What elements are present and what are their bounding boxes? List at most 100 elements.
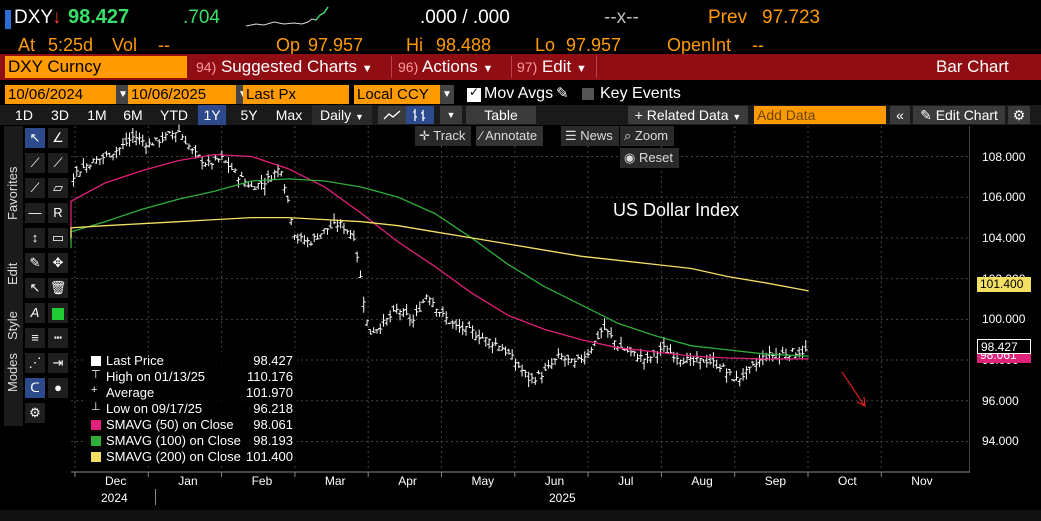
draw-line-icon[interactable]: ∠: [48, 128, 68, 148]
date-dash: -: [121, 85, 126, 102]
at-label: At: [18, 35, 36, 55]
annotate-button[interactable]: ∕ Annotate: [476, 126, 544, 146]
related-data-label: Related Data: [646, 107, 729, 123]
actions-num: 96): [398, 59, 419, 75]
edit-chart-button[interactable]: ✎ Edit Chart: [913, 106, 1005, 124]
legend-value: 98.061: [253, 417, 293, 432]
vertical-line-icon[interactable]: ↕: [25, 228, 45, 248]
legend-average: + Average 101.970: [83, 384, 293, 401]
period-tab-3d[interactable]: 3D: [51, 107, 69, 123]
sma200-line: [70, 216, 809, 292]
track-button[interactable]: ✛ Track: [415, 126, 472, 146]
horizontal-line-icon[interactable]: —: [25, 203, 45, 223]
currency-select[interactable]: Local CCY: [354, 85, 440, 104]
channel-icon[interactable]: ▱: [48, 178, 68, 198]
divider: [596, 56, 597, 78]
legend-swatch: [91, 452, 101, 462]
sma50-line: [70, 153, 809, 360]
line-style-icon[interactable]: [378, 106, 406, 124]
period-tab-6m[interactable]: 6M: [123, 107, 143, 123]
caret-down-icon: ▼: [576, 63, 587, 75]
period-tab-1d[interactable]: 1D: [15, 107, 33, 123]
year-label-2025: 2025: [549, 491, 576, 505]
key-events-checkbox[interactable]: [582, 88, 594, 100]
y-tick-label: 108.000: [982, 149, 1026, 164]
related-data-menu[interactable]: + Related Data ▼: [628, 106, 748, 124]
line-weight-icon[interactable]: ≡: [25, 328, 45, 348]
start-date-field[interactable]: 10/06/2024: [5, 85, 116, 104]
actions-menu[interactable]: 96) Actions ▼: [398, 54, 493, 80]
palette-icon[interactable]: ●: [48, 378, 68, 398]
add-data-input[interactable]: [754, 106, 886, 124]
x-tick-label: Feb: [251, 474, 273, 488]
news-button[interactable]: ☰ News: [561, 126, 619, 146]
year-label-2024: 2024: [101, 491, 128, 505]
moving-average-lines: [70, 153, 809, 360]
y-tick-label: 104.000: [982, 230, 1026, 245]
period-tab-1m[interactable]: 1M: [87, 107, 107, 123]
suggested-charts-menu[interactable]: 94) Suggested Charts ▼: [196, 54, 373, 80]
chevron-down-icon[interactable]: ▼: [440, 85, 454, 104]
end-date-field[interactable]: 10/06/2025: [128, 85, 236, 104]
rectangle-icon[interactable]: ▭: [48, 228, 68, 248]
zoom-button[interactable]: ⌕ Zoom: [620, 126, 675, 146]
bar-style-icon[interactable]: [406, 106, 434, 124]
drag-mode-icon[interactable]: ⇥: [48, 353, 68, 373]
reset-button[interactable]: ◉ Reset: [620, 148, 679, 168]
frequency-select[interactable]: Daily ▼: [312, 105, 372, 125]
annotation-arrow: [841, 371, 866, 408]
line-dash-icon[interactable]: ┅: [48, 328, 68, 348]
period-tab-1y[interactable]: 1Y: [198, 105, 226, 125]
mov-avgs-checkbox[interactable]: ✓: [467, 85, 481, 102]
segment-icon[interactable]: ⟋: [25, 178, 45, 198]
trash-icon[interactable]: 🗑: [48, 278, 68, 298]
year-divider: [155, 489, 156, 505]
legend-sma200: SMAVG (200) on Close 101.400: [83, 449, 293, 465]
trend-line-icon[interactable]: ⟋: [25, 153, 45, 173]
legend-swatch: [91, 436, 101, 446]
price-field-select[interactable]: Last Px: [243, 85, 349, 104]
fibonacci-icon[interactable]: R: [48, 203, 68, 223]
annotate-icon: ∕: [480, 128, 483, 143]
legend-label: SMAVG (50) on Close: [106, 417, 234, 432]
ticker-marker: [5, 10, 11, 29]
last-price: 98.427: [68, 6, 130, 28]
calendar-icon[interactable]: ▼: [116, 85, 130, 104]
edit-num: 97): [517, 59, 538, 75]
pen-icon[interactable]: ✎: [25, 253, 45, 273]
period-tab-max[interactable]: Max: [275, 107, 303, 123]
move-icon[interactable]: ✥: [48, 253, 68, 273]
period-tab-ytd[interactable]: YTD: [160, 107, 188, 123]
suggested-charts-label: Suggested Charts: [220, 57, 358, 76]
y-tick-label: 96.000: [982, 393, 1019, 408]
text-style-icon[interactable]: A: [25, 303, 45, 323]
settings-gear-icon[interactable]: ⚙: [25, 403, 45, 423]
openint-value: --: [752, 35, 764, 55]
high-label: Hi: [406, 35, 423, 55]
collapse-icon[interactable]: «: [890, 106, 910, 124]
prev-label: Prev: [708, 7, 748, 28]
snap-mode-icon[interactable]: ᑕ: [25, 378, 45, 398]
prev-value: 97.723: [762, 7, 821, 28]
legend-value: 98.427: [253, 353, 293, 368]
security-field[interactable]: DXY Curncy: [5, 56, 187, 78]
low-label: Lo: [535, 35, 556, 55]
chevron-down-icon[interactable]: ▼: [440, 106, 462, 124]
cursor-icon[interactable]: ↖: [25, 128, 45, 148]
bar-chart[interactable]: [0, 120, 970, 520]
select-edit-icon[interactable]: ↖: [25, 278, 45, 298]
gear-icon[interactable]: ⚙: [1008, 106, 1030, 124]
y-tick-label: 100.000: [982, 312, 1026, 327]
x-tick-label: May: [471, 474, 495, 488]
pencil-icon[interactable]: ✎: [556, 85, 569, 102]
table-button[interactable]: Table: [466, 106, 536, 124]
color-swatch-icon[interactable]: [48, 303, 68, 323]
status-strip: [0, 510, 1041, 521]
legend-value: 101.970: [246, 385, 293, 400]
crosshair-mode-icon[interactable]: ⋰: [25, 353, 45, 373]
annotation-arrow-shaft: [841, 371, 865, 406]
news-icon: ☰: [565, 128, 577, 143]
ray-line-icon[interactable]: ⟋: [48, 153, 68, 173]
edit-menu[interactable]: 97) Edit ▼: [517, 54, 587, 80]
period-tab-5y[interactable]: 5Y: [240, 107, 258, 123]
